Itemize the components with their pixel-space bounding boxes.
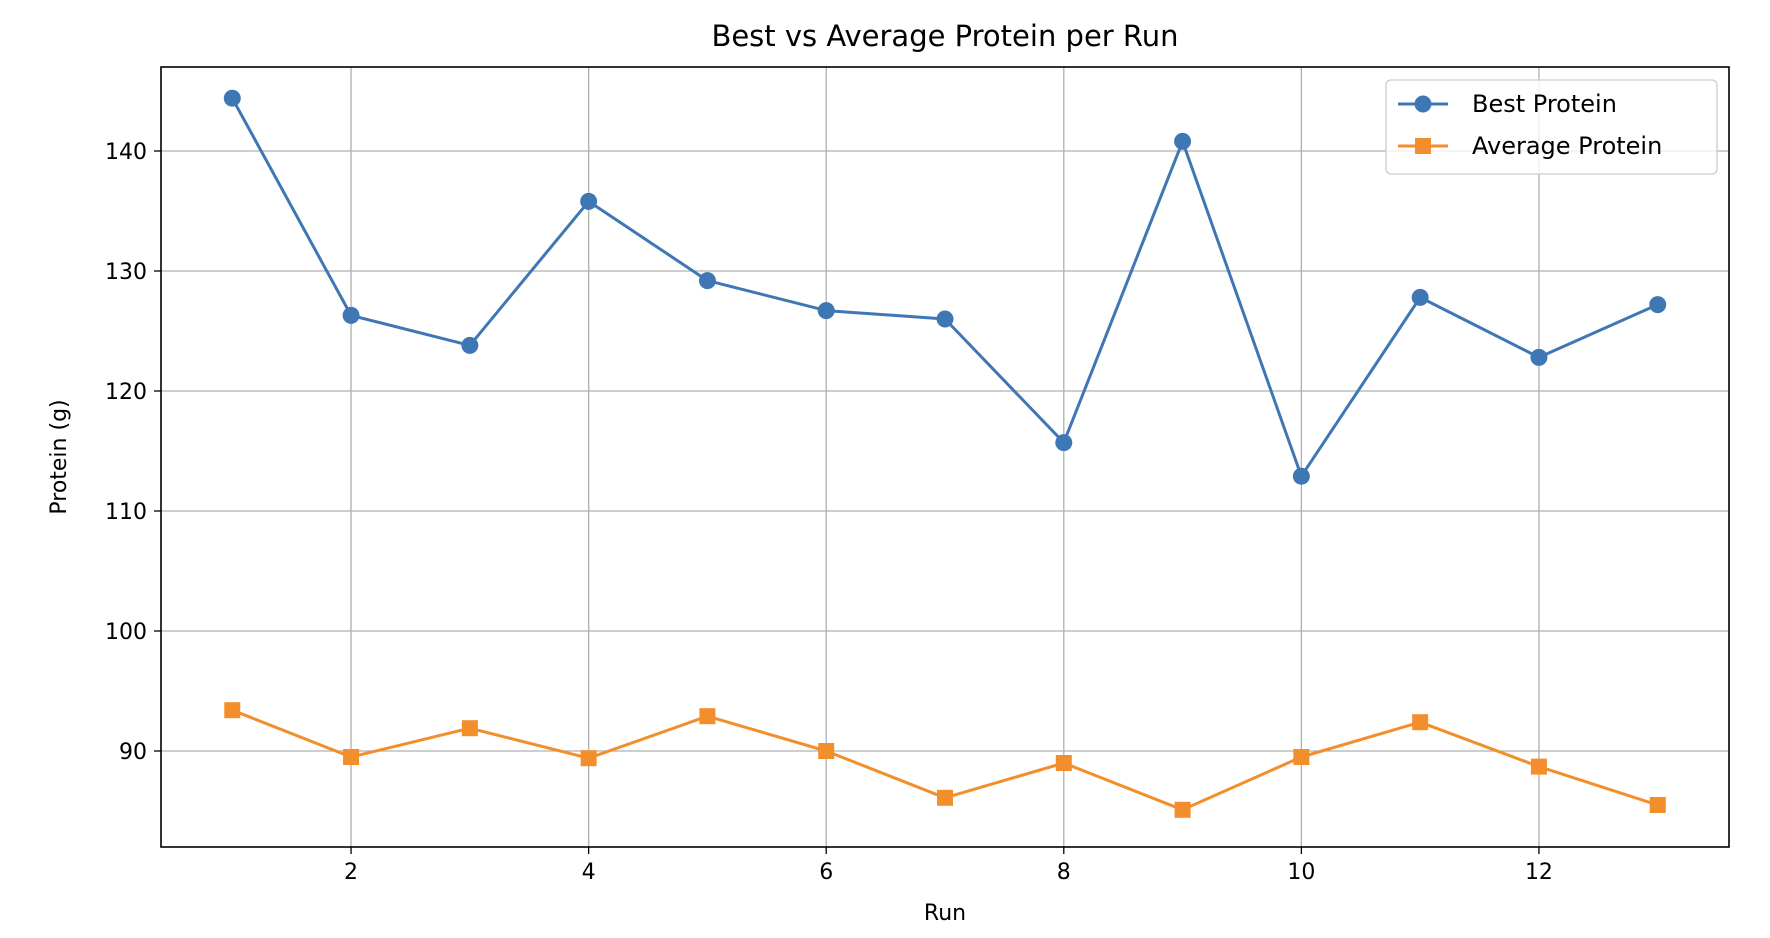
x-tick-label: 10 bbox=[1287, 860, 1315, 885]
data-point-circle bbox=[342, 306, 360, 324]
data-point-square bbox=[343, 749, 360, 765]
data-point-circle bbox=[461, 336, 479, 354]
data-point-circle bbox=[936, 310, 954, 328]
data-point-square bbox=[1412, 714, 1429, 731]
legend: Best Protein Average Protein bbox=[1385, 79, 1718, 175]
legend-label-0: Best Protein bbox=[1472, 90, 1617, 118]
y-tick-label: 110 bbox=[105, 500, 147, 525]
data-point-circle bbox=[1292, 467, 1310, 485]
axes-frame bbox=[160, 66, 1730, 848]
grid-layer bbox=[161, 67, 1729, 847]
data-point-square bbox=[1174, 801, 1191, 818]
data-point-square bbox=[1649, 797, 1666, 813]
x-axis-label: Run bbox=[924, 901, 966, 926]
y-tick-label: 120 bbox=[105, 380, 147, 405]
y-tick-label: 90 bbox=[119, 740, 147, 765]
data-point-circle bbox=[817, 302, 835, 320]
x-tick-label: 4 bbox=[582, 860, 596, 885]
x-tick-label: 8 bbox=[1057, 860, 1071, 885]
data-point-square bbox=[1055, 755, 1072, 771]
data-point-square bbox=[699, 708, 716, 725]
data-point-square bbox=[1530, 758, 1547, 775]
data-point-square bbox=[224, 702, 241, 719]
data-point-circle bbox=[1649, 296, 1667, 314]
data-point-square bbox=[461, 720, 478, 737]
series-layer bbox=[223, 89, 1667, 818]
tick-layer: 2 4 6 8 10 12 90 100 110 120 130 140 bbox=[105, 140, 1553, 885]
data-point-circle bbox=[1411, 288, 1429, 306]
x-tick-label: 12 bbox=[1525, 860, 1553, 885]
y-tick-label: 130 bbox=[105, 260, 147, 285]
data-point-circle bbox=[698, 272, 716, 290]
y-tick-label: 140 bbox=[105, 140, 147, 165]
data-point-circle bbox=[1174, 132, 1192, 150]
data-point-circle bbox=[223, 89, 241, 107]
data-point-circle bbox=[580, 192, 598, 210]
legend-box bbox=[1385, 79, 1718, 175]
legend-marker-square bbox=[1415, 138, 1431, 154]
chart-title: Best vs Average Protein per Run bbox=[711, 19, 1178, 53]
data-point-square bbox=[1293, 749, 1310, 765]
data-point-square bbox=[818, 743, 835, 759]
data-point-circle bbox=[1530, 348, 1548, 366]
y-axis-label: Protein (g) bbox=[47, 399, 72, 514]
data-point-circle bbox=[1055, 434, 1073, 452]
data-point-square bbox=[580, 750, 597, 767]
data-point-square bbox=[937, 789, 953, 806]
y-tick-label: 100 bbox=[105, 620, 147, 645]
x-tick-label: 2 bbox=[344, 860, 358, 885]
x-tick-label: 6 bbox=[819, 860, 833, 885]
legend-marker-circle bbox=[1414, 95, 1432, 113]
legend-label-1: Average Protein bbox=[1472, 132, 1662, 160]
